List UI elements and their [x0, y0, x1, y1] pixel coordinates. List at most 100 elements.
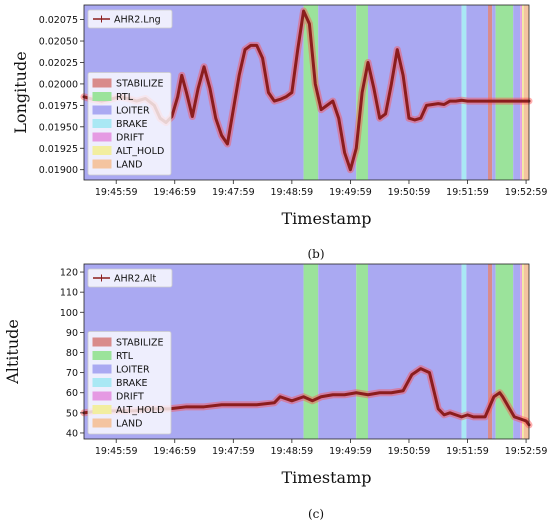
- mode-legend-swatch: [92, 92, 112, 101]
- mode-band-loiter: [513, 264, 521, 439]
- y-axis-label: Altitude: [3, 319, 22, 385]
- y-tick-label: 120: [60, 268, 78, 279]
- y-tick-label: 50: [66, 408, 78, 419]
- y-axis-label: Longitude: [11, 51, 30, 133]
- series-legend-box: [87, 9, 173, 29]
- x-tick-label: 19:47:59: [212, 446, 255, 457]
- series-line-ahr2-alt: [82, 367, 531, 427]
- x-tick-label: 19:46:59: [153, 446, 196, 457]
- mode-legend-label: DRIFT: [116, 133, 144, 144]
- chart-panel-b: 19:45:59 19:46:59 19:47:59 19:48:59 19:49:59…: [11, 4, 548, 261]
- plot-frame: [83, 4, 530, 181]
- x-axis-label: Timestamp: [281, 468, 371, 487]
- mode-legend-swatch: [92, 351, 112, 360]
- x-tick-label: 19:49:59: [329, 187, 372, 198]
- x-tick-label: 19:52:59: [505, 187, 548, 198]
- mode-legend-label: LOITER: [116, 106, 150, 117]
- x-tick-label: 19:49:59: [329, 446, 372, 457]
- mode-legend-label: STABILIZE: [116, 338, 164, 349]
- mode-band-alt-hold: [521, 5, 524, 180]
- x-tick-label: 19:52:59: [505, 446, 548, 457]
- y-tick-label: 70: [66, 368, 78, 379]
- y-tick-label: 110: [60, 288, 78, 299]
- series-legend-box: [87, 268, 173, 288]
- x-tick-label: 19:50:59: [388, 187, 431, 198]
- x-tick-label: 19:51:59: [446, 446, 489, 457]
- y-tick-label: 0.02025: [39, 58, 78, 69]
- y-tick-label: 90: [66, 328, 78, 339]
- y-tick-label: 0.01900: [39, 165, 78, 176]
- mode-band-loiter: [318, 5, 357, 180]
- mode-legend-swatch: [92, 418, 112, 428]
- x-tick-label: 19:50:59: [388, 446, 431, 457]
- mode-legend-label: ALT_HOLD: [116, 405, 164, 416]
- mode-legend-swatch: [92, 391, 112, 401]
- mode-legend-label: RTL: [116, 92, 134, 103]
- series-legend-label: AHR2.Alt: [114, 274, 156, 285]
- x-tick-label: 19:51:59: [446, 187, 489, 198]
- mode-legend: STABILIZE RTL LOITER BRAKE DRIFT ALT_HOLD LAND: [87, 72, 172, 176]
- mode-band-loiter: [466, 5, 489, 180]
- mode-legend-swatch: [92, 337, 112, 347]
- mode-legend-swatch: [92, 105, 112, 115]
- y-tick-label: 0.02075: [39, 15, 78, 26]
- mode-legend-swatch: [92, 146, 112, 155]
- mode-band-loiter: [492, 264, 496, 439]
- y-tick-label: 100: [60, 308, 78, 319]
- mode-legend-swatch: [92, 405, 112, 414]
- mode-legend-swatch: [92, 378, 112, 387]
- mode-band-loiter: [513, 5, 521, 180]
- y-tick-label: 0.02000: [39, 79, 78, 90]
- y-tick-label: 0.01925: [39, 144, 78, 155]
- mode-band-rtl: [495, 5, 514, 180]
- mode-band-loiter: [466, 264, 489, 439]
- mode-legend-label: LAND: [116, 160, 142, 171]
- x-tick-label: 19:48:59: [271, 187, 314, 198]
- mode-legend-label: RTL: [116, 351, 134, 362]
- series-legend: AHR2.Lng: [87, 9, 173, 29]
- x-tick-label: 19:45:59: [95, 446, 138, 457]
- panel-caption: (b): [307, 247, 324, 261]
- mode-legend-label: ALT_HOLD: [116, 146, 164, 157]
- mode-legend-label: DRIFT: [116, 392, 144, 403]
- y-tick-label: 40: [66, 428, 78, 439]
- mode-legend-label: BRAKE: [116, 119, 147, 130]
- mode-legend-swatch: [92, 119, 112, 128]
- mode-band-rtl: [303, 264, 319, 439]
- mode-band-land: [523, 5, 529, 180]
- mode-band-stabilize: [488, 264, 493, 439]
- series-line-ahr2-lng: [82, 9, 531, 172]
- mode-band-brake: [461, 5, 467, 180]
- x-tick-label: 19:45:59: [95, 187, 138, 198]
- mode-band-rtl: [356, 264, 368, 439]
- mode-legend-label: STABILIZE: [116, 79, 164, 90]
- x-tick-label: 19:48:59: [271, 446, 314, 457]
- mode-band-brake: [461, 264, 467, 439]
- plot-frame: [83, 263, 530, 440]
- y-tick-label: 80: [66, 348, 78, 359]
- y-tick-label: 0.01950: [39, 122, 78, 133]
- chart-panel-c: 19:45:59 19:46:59 19:47:59 19:48:59 19:49:59…: [3, 263, 548, 521]
- mode-band-stabilize: [488, 5, 493, 180]
- mode-legend: STABILIZE RTL LOITER BRAKE DRIFT ALT_HOLD LAND: [87, 331, 172, 435]
- mode-legend-swatch: [92, 364, 112, 374]
- mode-legend-label: LAND: [116, 419, 142, 430]
- mode-band-drift: [520, 5, 522, 180]
- mode-legend-swatch: [92, 78, 112, 88]
- y-tick-label: 60: [66, 388, 78, 399]
- mode-legend-label: LOITER: [116, 365, 150, 376]
- mode-band-loiter: [367, 5, 462, 180]
- mode-band-rtl: [303, 5, 319, 180]
- mode-band-loiter: [492, 5, 496, 180]
- series-legend: AHR2.Alt: [87, 268, 173, 288]
- mode-legend-label: BRAKE: [116, 378, 147, 389]
- mode-band-land: [523, 264, 529, 439]
- y-tick-label: 0.01975: [39, 101, 78, 112]
- series-legend-label: AHR2.Lng: [114, 15, 161, 26]
- mode-legend-swatch: [92, 132, 112, 142]
- x-axis-label: Timestamp: [281, 209, 371, 228]
- mode-band-alt-hold: [521, 264, 524, 439]
- mode-legend-swatch: [92, 159, 112, 169]
- mode-band-loiter: [367, 264, 462, 439]
